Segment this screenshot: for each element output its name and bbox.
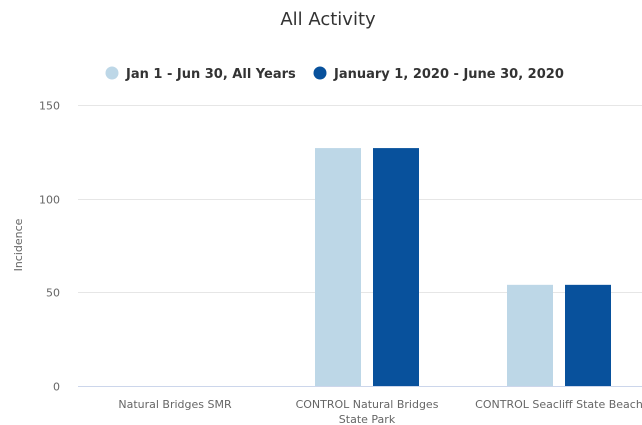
x-tick-label: Natural Bridges SMR bbox=[118, 398, 232, 411]
y-axis-ticks: 0 50 100 150 bbox=[39, 100, 60, 394]
y-tick-label: 100 bbox=[39, 194, 60, 207]
bar-series1-cat1[interactable] bbox=[373, 148, 419, 386]
bar-series0-cat2[interactable] bbox=[507, 284, 553, 386]
legend-item-0[interactable]: Jan 1 - Jun 30, All Years bbox=[105, 66, 297, 83]
legend-label: Jan 1 - Jun 30, All Years bbox=[125, 67, 296, 82]
legend-label: January 1, 2020 - June 30, 2020 bbox=[333, 67, 564, 82]
x-tick-label: State Park bbox=[339, 413, 396, 425]
y-tick-label: 0 bbox=[53, 381, 60, 394]
bars bbox=[315, 148, 611, 386]
legend: Jan 1 - Jun 30, All Years January 1, 2020… bbox=[105, 66, 564, 83]
legend-marker bbox=[313, 66, 327, 80]
x-axis-ticks: Natural Bridges SMR CONTROL Natural Bridg… bbox=[118, 398, 642, 425]
bar-series1-cat2[interactable] bbox=[565, 284, 611, 386]
legend-item-1[interactable]: January 1, 2020 - June 30, 2020 bbox=[313, 66, 564, 83]
y-tick-label: 50 bbox=[46, 287, 60, 300]
x-tick-label: CONTROL Natural Bridges bbox=[296, 398, 439, 411]
chart-title: All Activity bbox=[280, 9, 376, 30]
y-axis-title: Incidence bbox=[12, 218, 25, 271]
legend-marker bbox=[105, 66, 119, 80]
x-tick-label: CONTROL Seacliff State Beach bbox=[475, 398, 642, 411]
y-tick-label: 150 bbox=[39, 100, 60, 113]
bar-series0-cat1[interactable] bbox=[315, 148, 361, 386]
